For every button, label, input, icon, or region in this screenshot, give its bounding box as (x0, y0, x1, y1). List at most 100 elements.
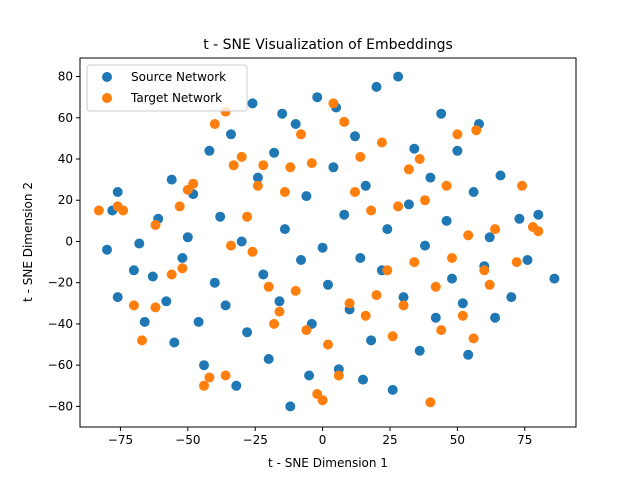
source-point (177, 253, 188, 263)
source-point (285, 401, 296, 412)
source-point (269, 147, 280, 158)
source-point (242, 327, 253, 338)
source-point (457, 298, 468, 309)
source-point (182, 232, 193, 243)
plot-points (93, 71, 560, 412)
target-point (177, 263, 188, 274)
source-point (447, 273, 457, 284)
source-point (398, 292, 409, 303)
source-point (323, 279, 333, 290)
source-point (166, 174, 177, 185)
target-point (279, 187, 290, 197)
y-tick-label: 60 (58, 111, 73, 125)
source-point (403, 199, 414, 210)
target-point (199, 380, 209, 391)
x-tick-label: 0 (319, 433, 327, 447)
target-point (128, 300, 139, 311)
target-point (441, 180, 452, 191)
source-point (279, 224, 290, 235)
source-point (371, 81, 382, 92)
y-tick-label: 40 (58, 152, 73, 166)
source-point (441, 215, 452, 226)
source-point (506, 292, 517, 303)
source-point (317, 242, 328, 253)
y-tick-label: −60 (48, 358, 73, 372)
y-tick-label: −40 (48, 317, 73, 331)
target-point (452, 129, 463, 140)
source-point (102, 244, 112, 255)
source-point (452, 145, 463, 156)
target-point (150, 302, 161, 313)
x-tick-label: 25 (382, 433, 397, 447)
target-point (468, 333, 479, 344)
target-point (150, 220, 161, 230)
target-point (447, 253, 457, 263)
source-point (350, 131, 360, 142)
source-point (358, 374, 368, 385)
source-point (393, 71, 404, 82)
source-point (134, 238, 145, 249)
target-point (484, 279, 495, 290)
source-point (274, 296, 285, 307)
source-point (549, 273, 560, 284)
source-point (522, 255, 533, 265)
target-point (236, 151, 247, 162)
source-point (204, 145, 215, 156)
source-point (339, 209, 350, 220)
target-point (517, 180, 528, 191)
target-point (306, 158, 317, 169)
target-point (360, 310, 371, 321)
x-axis-label: t - SNE Dimension 1 (268, 456, 388, 470)
source-point (430, 312, 441, 323)
source-point (495, 170, 506, 181)
y-tick-label: 80 (58, 70, 73, 84)
x-tick-label: −25 (243, 433, 268, 447)
legend: Source Network Target Network (86, 64, 248, 112)
target-point (420, 195, 430, 206)
legend-marker-target (102, 93, 112, 103)
target-point (339, 116, 350, 127)
target-point (226, 240, 236, 251)
x-axis: −75 −50 −25 0 25 50 75 (108, 427, 532, 447)
source-point (490, 312, 501, 323)
legend-label-source: Source Network (131, 70, 226, 84)
source-point (290, 119, 301, 129)
source-point (366, 335, 377, 346)
legend-marker-source (102, 72, 112, 82)
y-tick-label: 20 (58, 193, 73, 207)
target-point (430, 281, 441, 292)
source-point (328, 162, 339, 173)
source-point (514, 213, 525, 224)
target-point (382, 265, 393, 276)
target-point (457, 310, 468, 321)
target-point (409, 257, 420, 268)
y-axis-label: t - SNE Dimension 2 (21, 182, 35, 302)
source-point (277, 108, 288, 119)
target-point (269, 318, 280, 329)
target-point (511, 257, 522, 268)
source-point (209, 277, 220, 288)
source-point (409, 143, 420, 154)
target-point (228, 160, 239, 171)
target-point (479, 265, 490, 276)
source-point (247, 98, 258, 109)
source-point (263, 354, 274, 364)
source-point (425, 172, 436, 183)
source-point (220, 300, 231, 311)
target-point (93, 205, 104, 216)
target-point (533, 226, 544, 237)
target-point (414, 154, 425, 164)
target-point (350, 187, 360, 197)
target-point (366, 205, 377, 216)
target-point (490, 224, 501, 235)
target-point (274, 306, 285, 317)
source-point (301, 191, 312, 202)
x-tick-label: 50 (450, 433, 465, 447)
x-tick-label: 75 (517, 433, 532, 447)
source-point (420, 240, 430, 251)
source-point (169, 337, 180, 348)
source-point (252, 172, 263, 183)
source-point (296, 255, 306, 265)
target-point (258, 160, 269, 171)
